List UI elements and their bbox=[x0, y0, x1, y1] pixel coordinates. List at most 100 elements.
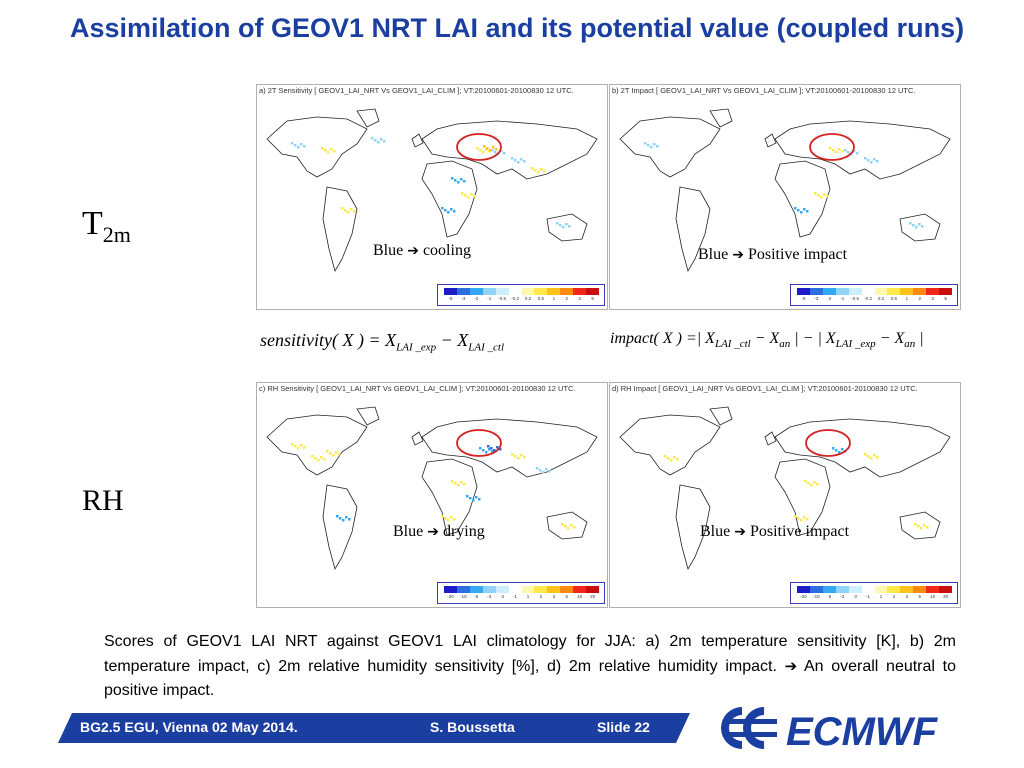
caption-conclusion: An overall neutral to positive impact. bbox=[104, 658, 956, 699]
ecmwf-emblem-icon bbox=[721, 707, 777, 749]
anomaly-pixel bbox=[324, 149, 327, 152]
colorbar-swatches bbox=[444, 586, 600, 593]
colorbar-tick-label: 1 bbox=[905, 296, 909, 301]
map-panel-c: c) RH Sensitivity [ GEOV1_LAI_NRT Vs GEO… bbox=[256, 382, 608, 608]
colorbar-tick-label: 3 bbox=[905, 594, 909, 599]
continent-outline bbox=[774, 160, 831, 238]
caption: Scores of GEOV1 LAI NRT against GEOV1 LA… bbox=[104, 630, 956, 703]
anomaly-pixel bbox=[841, 150, 844, 153]
anomaly-pixel bbox=[804, 480, 807, 483]
anomaly-pixel bbox=[873, 158, 876, 161]
continent-outline bbox=[764, 431, 777, 446]
colorbar-swatch bbox=[534, 586, 548, 593]
arrow-right-icon: ➔ bbox=[407, 243, 419, 259]
anomaly-pixel bbox=[444, 517, 447, 520]
anomaly-pixel bbox=[531, 167, 534, 170]
label-blue: Blue bbox=[393, 523, 424, 540]
colorbar-swatch bbox=[926, 288, 940, 295]
world-map bbox=[619, 108, 951, 273]
colorbar-ticks: -5 -3 -2 -1 -0.5 -0.2 0.2 0.5 1 2 3 5 bbox=[797, 296, 952, 304]
formula-subscript: LAI _ctl bbox=[714, 338, 751, 351]
continent-outline bbox=[899, 213, 941, 242]
colorbar-swatch bbox=[508, 288, 522, 295]
row-label-rh: RH bbox=[82, 484, 124, 517]
anomaly-pixel bbox=[806, 210, 809, 213]
colorbar-swatch bbox=[495, 288, 509, 295]
anomaly-pixel bbox=[559, 224, 562, 227]
anomaly-pixel bbox=[463, 180, 466, 183]
anomaly-pixel bbox=[454, 179, 457, 182]
anomaly-pixel bbox=[537, 171, 540, 174]
formula-sensitivity: sensitivity( X ) = XLAI _exp − XLAI _ctl bbox=[260, 330, 504, 354]
anomaly-pixel bbox=[338, 453, 341, 456]
anomaly-pixel bbox=[476, 147, 479, 150]
colorbar-swatch bbox=[547, 586, 561, 593]
continent-outline bbox=[774, 418, 951, 478]
formula-name: sensitivity bbox=[260, 330, 332, 350]
colorbar-swatch bbox=[521, 288, 535, 295]
anomaly-pixel bbox=[371, 137, 374, 140]
continent-outline bbox=[675, 186, 711, 273]
anomaly-pixel bbox=[291, 443, 294, 446]
anomaly-pixel bbox=[800, 211, 803, 214]
colorbar-tick-label: 10 bbox=[577, 594, 583, 599]
continent-outline bbox=[322, 186, 358, 273]
anomaly-pixel bbox=[300, 444, 303, 447]
anomaly-pixel bbox=[816, 483, 819, 486]
continent-outline bbox=[356, 406, 380, 426]
anomaly-pixel bbox=[383, 140, 386, 143]
arrow-right-icon: ➔ bbox=[427, 524, 439, 540]
anomaly-pixel bbox=[820, 196, 823, 199]
anomaly-pixel bbox=[335, 451, 338, 454]
colorbar-tick-label: 3 bbox=[552, 594, 556, 599]
anomaly-pixel bbox=[534, 169, 537, 172]
colorbar-swatch bbox=[573, 586, 587, 593]
colorbar: -20 -10 -5 -3 -2 -1 1 2 3 5 10 20 bbox=[437, 582, 605, 604]
highlight-circle bbox=[809, 133, 855, 161]
anomaly-pixel bbox=[493, 449, 496, 452]
anomaly-pixel bbox=[545, 468, 548, 471]
formula-part: − X bbox=[875, 330, 905, 347]
anomaly-pixel bbox=[294, 445, 297, 448]
anomaly-pixel bbox=[441, 515, 444, 518]
anomaly-pixel bbox=[864, 157, 867, 160]
colorbar-tick-label: 0.2 bbox=[524, 296, 532, 301]
anomaly-pixel bbox=[923, 524, 926, 527]
colorbar-tick-label: 3 bbox=[578, 296, 581, 301]
ecmwf-logo-text: ECMWF bbox=[786, 710, 939, 753]
colorbar-swatch bbox=[573, 288, 587, 295]
caption-main: Scores of GEOV1 LAI NRT against GEOV1 LA… bbox=[104, 633, 956, 675]
label-positive-impact-rh: Blue ➔ Positive impact bbox=[700, 523, 849, 541]
anomaly-pixel bbox=[876, 160, 879, 163]
colorbar-tick-label: -2 bbox=[827, 296, 832, 301]
row-label-t2m: T2m bbox=[82, 205, 131, 248]
anomaly-pixel bbox=[464, 194, 467, 197]
colorbar-swatch bbox=[586, 586, 600, 593]
map-panel-b: b) 2T Impact [ GEOV1_LAI_NRT Vs GEOV1_LA… bbox=[609, 84, 961, 310]
row-label-sub: 2m bbox=[102, 222, 131, 247]
colorbar-tick-label: 1 bbox=[552, 296, 556, 301]
formula-part: | − | X bbox=[790, 330, 836, 347]
colorbar-ticks: -20 -10 -5 -3 -2 -1 1 2 3 5 10 20 bbox=[444, 594, 599, 602]
anomaly-pixel bbox=[540, 168, 543, 171]
anomaly-pixel bbox=[453, 518, 456, 521]
colorbar-swatch bbox=[456, 586, 470, 593]
anomaly-pixel bbox=[542, 471, 545, 474]
anomaly-pixel bbox=[806, 518, 809, 521]
anomaly-pixel bbox=[867, 455, 870, 458]
footer-author: S. Boussetta bbox=[430, 719, 515, 735]
panel-header: d) RH Impact [ GEOV1_LAI_NRT Vs GEOV1_LA… bbox=[612, 384, 918, 393]
footer-bar bbox=[58, 713, 690, 743]
formula-subscript: LAI _exp bbox=[835, 338, 876, 351]
anomaly-pixel bbox=[333, 150, 336, 153]
anomaly-pixel bbox=[644, 142, 647, 145]
anomaly-pixel bbox=[457, 484, 460, 487]
anomaly-pixel bbox=[810, 484, 813, 487]
anomaly-pixel bbox=[460, 178, 463, 181]
anomaly-pixel bbox=[664, 455, 667, 458]
anomaly-pixel bbox=[444, 209, 447, 212]
anomaly-pixel bbox=[844, 149, 847, 152]
continent-outline bbox=[619, 116, 721, 178]
anomaly-pixel bbox=[490, 447, 493, 450]
colorbar-swatch bbox=[939, 586, 953, 593]
